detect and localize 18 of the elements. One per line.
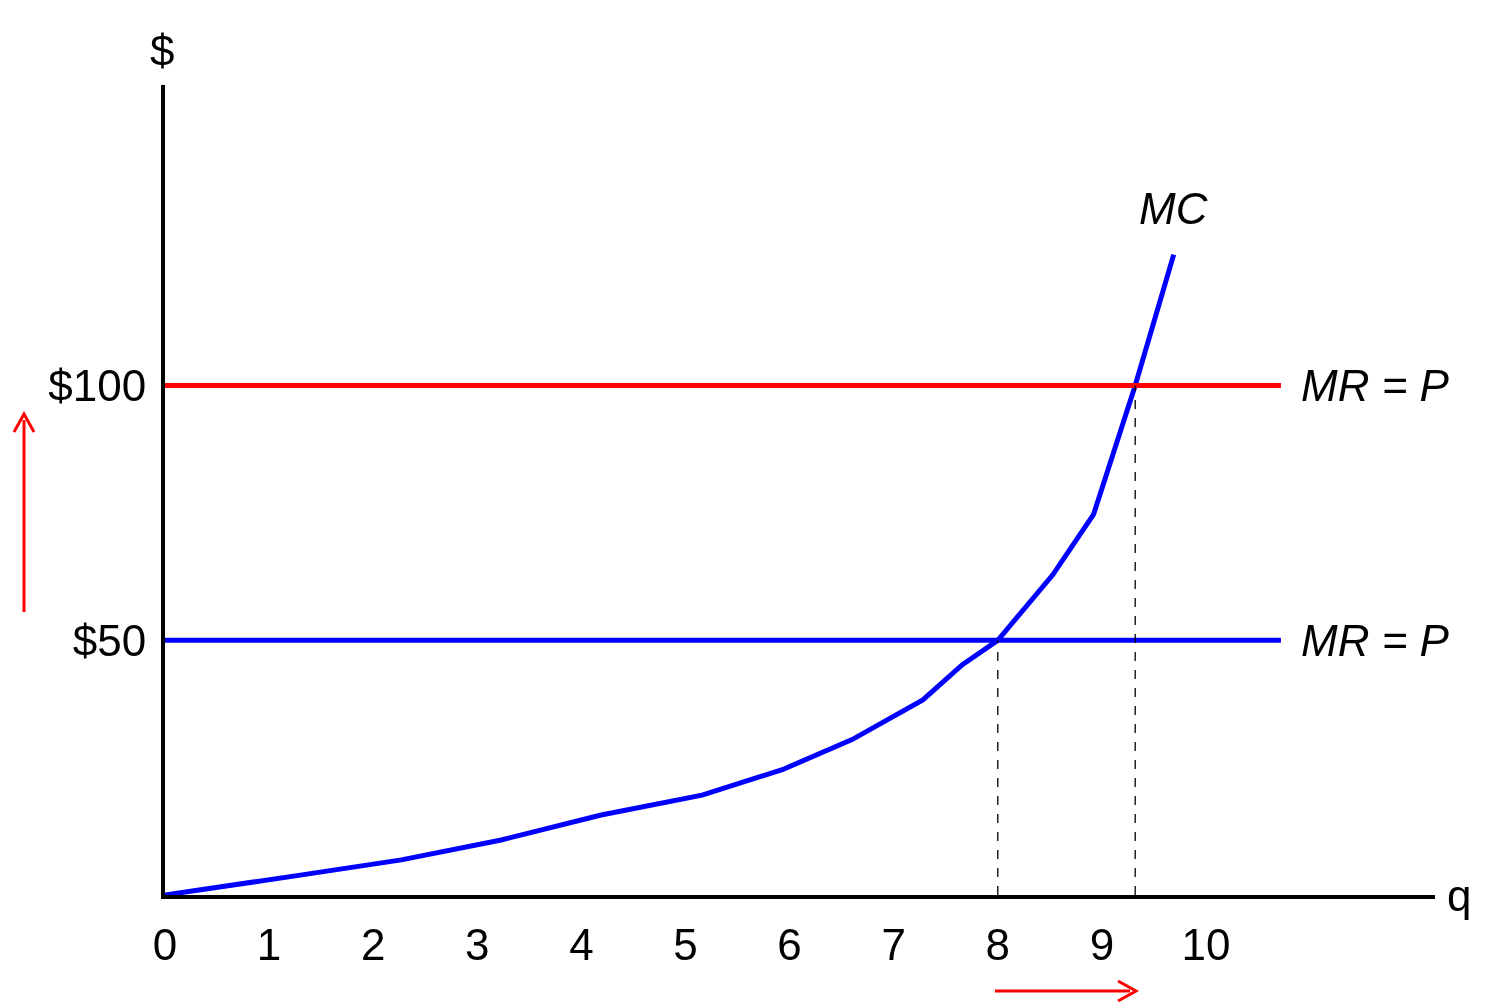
- x-tick-label: 0: [152, 919, 178, 969]
- x-tick-label: 1: [256, 919, 282, 969]
- x-tick-label: 2: [360, 919, 386, 969]
- x-tick-label: 5: [673, 919, 698, 969]
- x-tick-label: 4: [569, 919, 594, 969]
- x-axis-title: q: [1447, 871, 1472, 920]
- x-tick-label: 8: [985, 919, 1011, 969]
- y-tick-label: $50: [72, 615, 147, 665]
- series-label: MC: [1139, 184, 1209, 233]
- series-label: MR = P: [1301, 361, 1450, 410]
- y-axis-title: $: [150, 26, 175, 75]
- x-tick-label: 7: [881, 919, 906, 969]
- x-tick-label: 3: [465, 919, 490, 969]
- y-tick-label: $100: [48, 360, 147, 410]
- x-tick-label: 10: [1181, 919, 1231, 969]
- x-tick-label: 6: [777, 919, 802, 969]
- x-tick-label: 9: [1089, 919, 1115, 969]
- series-label: MR = P: [1301, 616, 1450, 665]
